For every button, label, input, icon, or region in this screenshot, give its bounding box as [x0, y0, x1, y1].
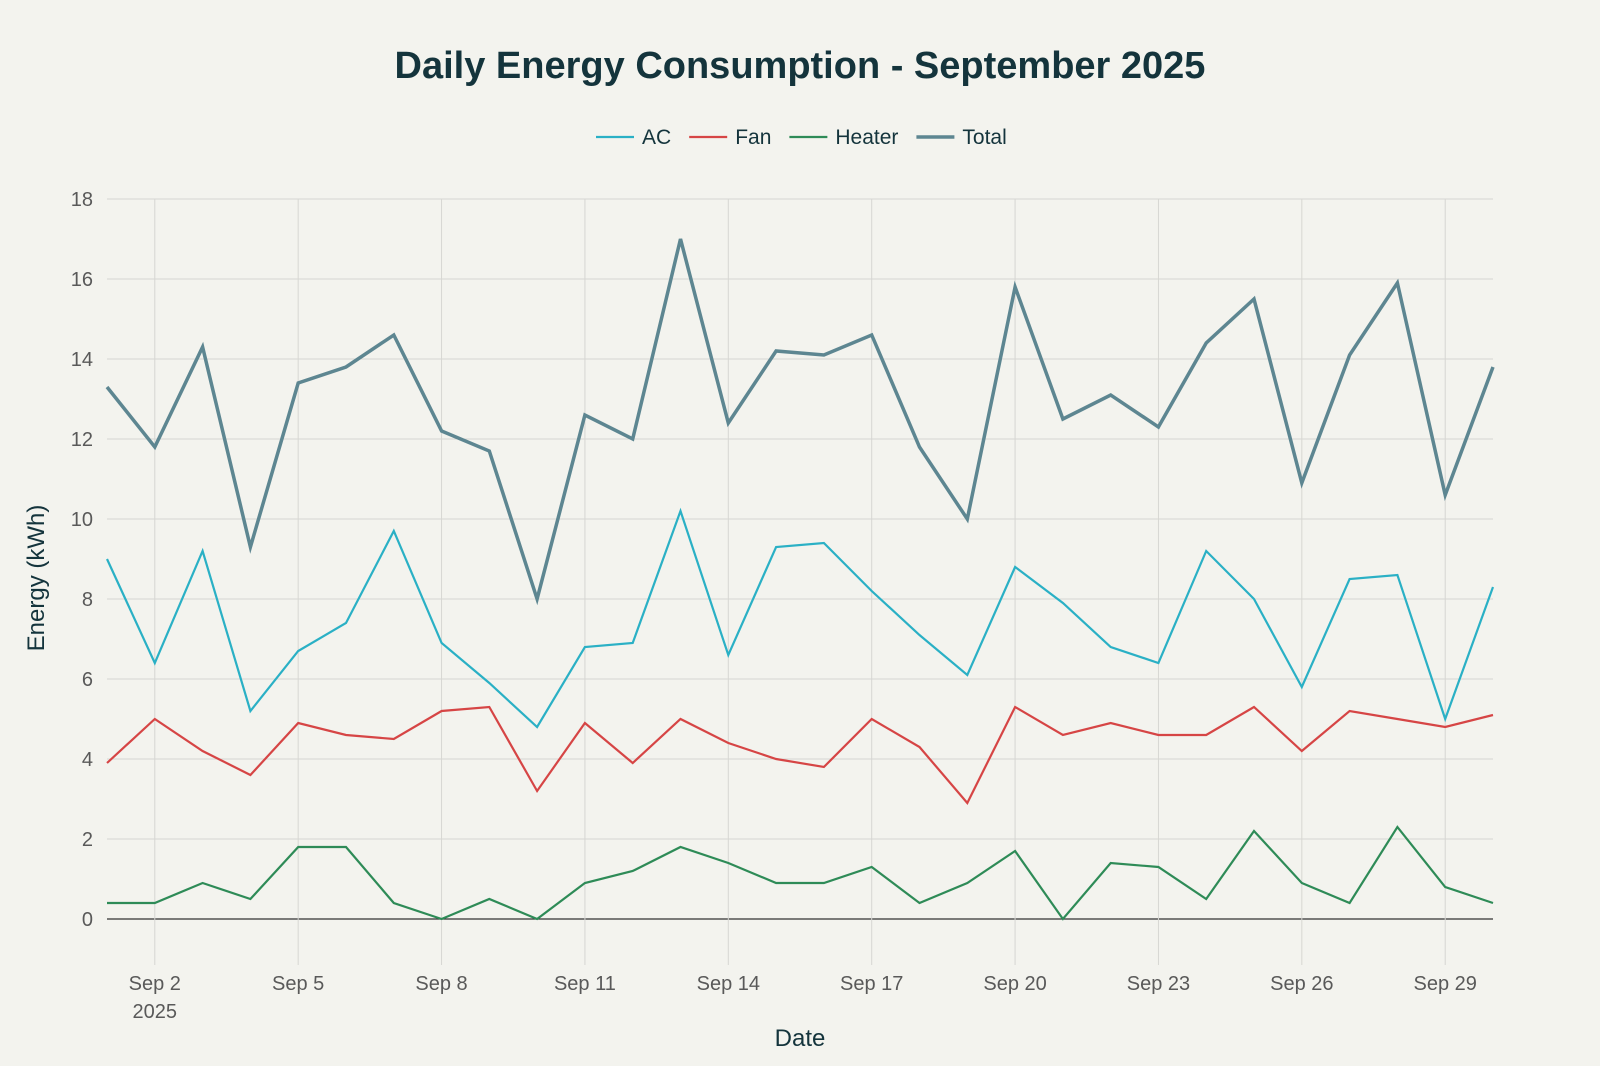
x-tick-label: Sep 14 — [697, 973, 760, 995]
legend: AC Fan Heater Total — [596, 126, 1007, 149]
legend-label: Fan — [735, 126, 771, 149]
x-tick-label: Sep 23 — [1127, 973, 1190, 995]
y-tick-label: 8 — [82, 589, 93, 611]
x-tick-label: Sep 29 — [1414, 973, 1477, 995]
y-axis-title: Energy (kWh) — [23, 505, 50, 652]
legend-item-heater: Heater — [789, 126, 898, 149]
x-tick-label: Sep 11 — [554, 973, 616, 995]
y-tick-label: 2 — [82, 829, 93, 851]
x-axis-title: Date — [775, 1025, 826, 1052]
x-tick-label: Sep 5 — [272, 973, 324, 995]
x-tick-label: Sep 2 — [129, 973, 181, 995]
legend-item-fan: Fan — [689, 126, 771, 149]
y-tick-label: 4 — [82, 749, 93, 771]
x-tick-label: Sep 26 — [1270, 973, 1333, 995]
y-tick-label: 12 — [71, 429, 93, 451]
legend-item-ac: AC — [596, 126, 671, 149]
y-axis: 0 2 4 6 8 10 12 14 16 18 — [71, 189, 93, 931]
series-lines — [105, 238, 1495, 921]
y-tick-label: 18 — [71, 189, 93, 211]
legend-label: Total — [962, 126, 1006, 149]
x-axis: Sep 2 2025 Sep 5 Sep 8 Sep 11 Sep 14 Sep 17 Sep… — [129, 973, 1477, 1023]
y-tick-label: 16 — [71, 269, 93, 291]
legend-label: AC — [642, 126, 671, 149]
x-tick-label: Sep 20 — [983, 973, 1046, 995]
x-tick-sublabel: 2025 — [133, 1001, 178, 1023]
legend-item-total: Total — [916, 126, 1007, 149]
y-tick-label: 6 — [82, 669, 93, 691]
series-line-ac — [106, 507, 1495, 729]
series-line-fan — [106, 705, 1494, 805]
chart-title: Daily Energy Consumption - September 202… — [395, 45, 1206, 87]
y-tick-label: 0 — [82, 909, 93, 931]
grid — [107, 198, 1493, 965]
legend-label: Heater — [835, 126, 898, 149]
y-tick-label: 14 — [71, 349, 93, 371]
x-tick-label: Sep 17 — [840, 973, 903, 995]
x-tick-label: Sep 8 — [415, 973, 467, 995]
series-line-total — [105, 238, 1495, 606]
y-tick-label: 10 — [71, 509, 93, 531]
series-line-heater — [107, 825, 1494, 921]
